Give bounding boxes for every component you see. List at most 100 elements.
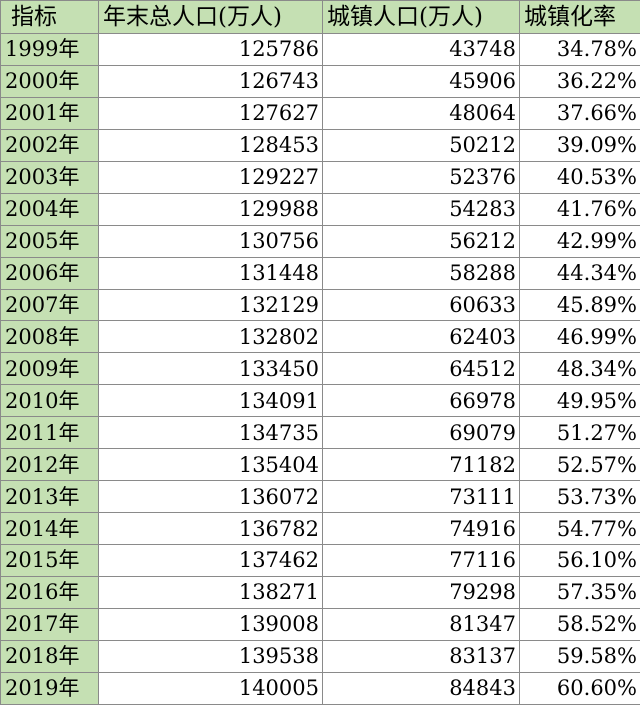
- year-cell[interactable]: 2012年: [1, 449, 99, 481]
- urban-population-cell[interactable]: 77116: [323, 545, 520, 577]
- total-population-cell[interactable]: 136782: [99, 513, 323, 545]
- year-cell[interactable]: 2019年: [1, 672, 99, 704]
- year-cell[interactable]: 2009年: [1, 353, 99, 385]
- urban-population-cell[interactable]: 56212: [323, 225, 520, 257]
- total-population-cell[interactable]: 134735: [99, 417, 323, 449]
- year-cell[interactable]: 2008年: [1, 321, 99, 353]
- year-cell[interactable]: 2011年: [1, 417, 99, 449]
- year-cell[interactable]: 2013年: [1, 481, 99, 513]
- urbanization-rate-cell[interactable]: 37.66%: [520, 97, 640, 129]
- total-population-cell[interactable]: 129227: [99, 161, 323, 193]
- urbanization-rate-cell[interactable]: 57.35%: [520, 576, 640, 608]
- year-cell[interactable]: 2017年: [1, 608, 99, 640]
- total-population-cell[interactable]: 136072: [99, 481, 323, 513]
- urban-population-cell[interactable]: 84843: [323, 672, 520, 704]
- urban-population-cell[interactable]: 60633: [323, 289, 520, 321]
- year-cell[interactable]: 2003年: [1, 161, 99, 193]
- year-cell[interactable]: 2006年: [1, 257, 99, 289]
- total-population-cell[interactable]: 132129: [99, 289, 323, 321]
- year-cell[interactable]: 2014年: [1, 513, 99, 545]
- urbanization-rate-cell[interactable]: 42.99%: [520, 225, 640, 257]
- urban-population-cell[interactable]: 83137: [323, 640, 520, 672]
- urban-population-cell[interactable]: 54283: [323, 193, 520, 225]
- urban-population-cell[interactable]: 64512: [323, 353, 520, 385]
- urban-population-cell[interactable]: 79298: [323, 576, 520, 608]
- total-population-cell[interactable]: 135404: [99, 449, 323, 481]
- urbanization-rate-cell[interactable]: 48.34%: [520, 353, 640, 385]
- total-population-cell[interactable]: 133450: [99, 353, 323, 385]
- total-population-cell[interactable]: 128453: [99, 129, 323, 161]
- header-indicator[interactable]: 指标: [1, 1, 99, 34]
- urbanization-rate-cell[interactable]: 34.78%: [520, 34, 640, 66]
- urban-population-cell[interactable]: 43748: [323, 34, 520, 66]
- urbanization-rate-cell[interactable]: 45.89%: [520, 289, 640, 321]
- year-cell[interactable]: 1999年: [1, 34, 99, 66]
- urbanization-rate-cell[interactable]: 39.09%: [520, 129, 640, 161]
- urban-population-cell[interactable]: 73111: [323, 481, 520, 513]
- urban-population-cell[interactable]: 58288: [323, 257, 520, 289]
- urban-population-cell[interactable]: 50212: [323, 129, 520, 161]
- total-population-cell[interactable]: 137462: [99, 545, 323, 577]
- urbanization-rate-cell[interactable]: 36.22%: [520, 65, 640, 97]
- urban-population-cell[interactable]: 48064: [323, 97, 520, 129]
- urbanization-rate-cell[interactable]: 56.10%: [520, 545, 640, 577]
- urbanization-rate-cell[interactable]: 51.27%: [520, 417, 640, 449]
- header-total-population[interactable]: 年末总人口(万人): [99, 1, 323, 34]
- urbanization-rate-cell[interactable]: 41.76%: [520, 193, 640, 225]
- urban-population-cell[interactable]: 71182: [323, 449, 520, 481]
- total-population-cell[interactable]: 129988: [99, 193, 323, 225]
- year-cell[interactable]: 2000年: [1, 65, 99, 97]
- total-population-cell[interactable]: 130756: [99, 225, 323, 257]
- total-population-cell[interactable]: 131448: [99, 257, 323, 289]
- urban-population-cell[interactable]: 45906: [323, 65, 520, 97]
- total-population-cell[interactable]: 134091: [99, 385, 323, 417]
- header-urbanization-rate[interactable]: 城镇化率: [520, 1, 640, 34]
- year-cell[interactable]: 2007年: [1, 289, 99, 321]
- urbanization-rate-cell[interactable]: 52.57%: [520, 449, 640, 481]
- urbanization-rate-cell[interactable]: 46.99%: [520, 321, 640, 353]
- year-cell[interactable]: 2018年: [1, 640, 99, 672]
- year-cell[interactable]: 2016年: [1, 576, 99, 608]
- year-cell[interactable]: 2002年: [1, 129, 99, 161]
- header-urban-population[interactable]: 城镇人口(万人): [323, 1, 520, 34]
- year-cell[interactable]: 2010年: [1, 385, 99, 417]
- urbanization-rate-cell[interactable]: 58.52%: [520, 608, 640, 640]
- urbanization-rate-cell[interactable]: 60.60%: [520, 672, 640, 704]
- year-cell[interactable]: 2015年: [1, 545, 99, 577]
- total-population-cell[interactable]: 139008: [99, 608, 323, 640]
- urban-population-cell[interactable]: 81347: [323, 608, 520, 640]
- urban-population-cell[interactable]: 62403: [323, 321, 520, 353]
- urbanization-rate-cell[interactable]: 49.95%: [520, 385, 640, 417]
- urban-population-cell[interactable]: 66978: [323, 385, 520, 417]
- urbanization-rate-cell[interactable]: 44.34%: [520, 257, 640, 289]
- urbanization-rate-cell[interactable]: 53.73%: [520, 481, 640, 513]
- total-population-cell[interactable]: 127627: [99, 97, 323, 129]
- urbanization-rate-cell[interactable]: 59.58%: [520, 640, 640, 672]
- total-population-cell[interactable]: 139538: [99, 640, 323, 672]
- urbanization-rate-cell[interactable]: 54.77%: [520, 513, 640, 545]
- urbanization-rate-cell[interactable]: 40.53%: [520, 161, 640, 193]
- year-cell[interactable]: 2005年: [1, 225, 99, 257]
- year-cell[interactable]: 2004年: [1, 193, 99, 225]
- urban-population-cell[interactable]: 69079: [323, 417, 520, 449]
- total-population-cell[interactable]: 125786: [99, 34, 323, 66]
- total-population-cell[interactable]: 132802: [99, 321, 323, 353]
- urban-population-cell[interactable]: 74916: [323, 513, 520, 545]
- year-cell[interactable]: 2001年: [1, 97, 99, 129]
- total-population-cell[interactable]: 138271: [99, 576, 323, 608]
- total-population-cell[interactable]: 126743: [99, 65, 323, 97]
- urban-population-cell[interactable]: 52376: [323, 161, 520, 193]
- total-population-cell[interactable]: 140005: [99, 672, 323, 704]
